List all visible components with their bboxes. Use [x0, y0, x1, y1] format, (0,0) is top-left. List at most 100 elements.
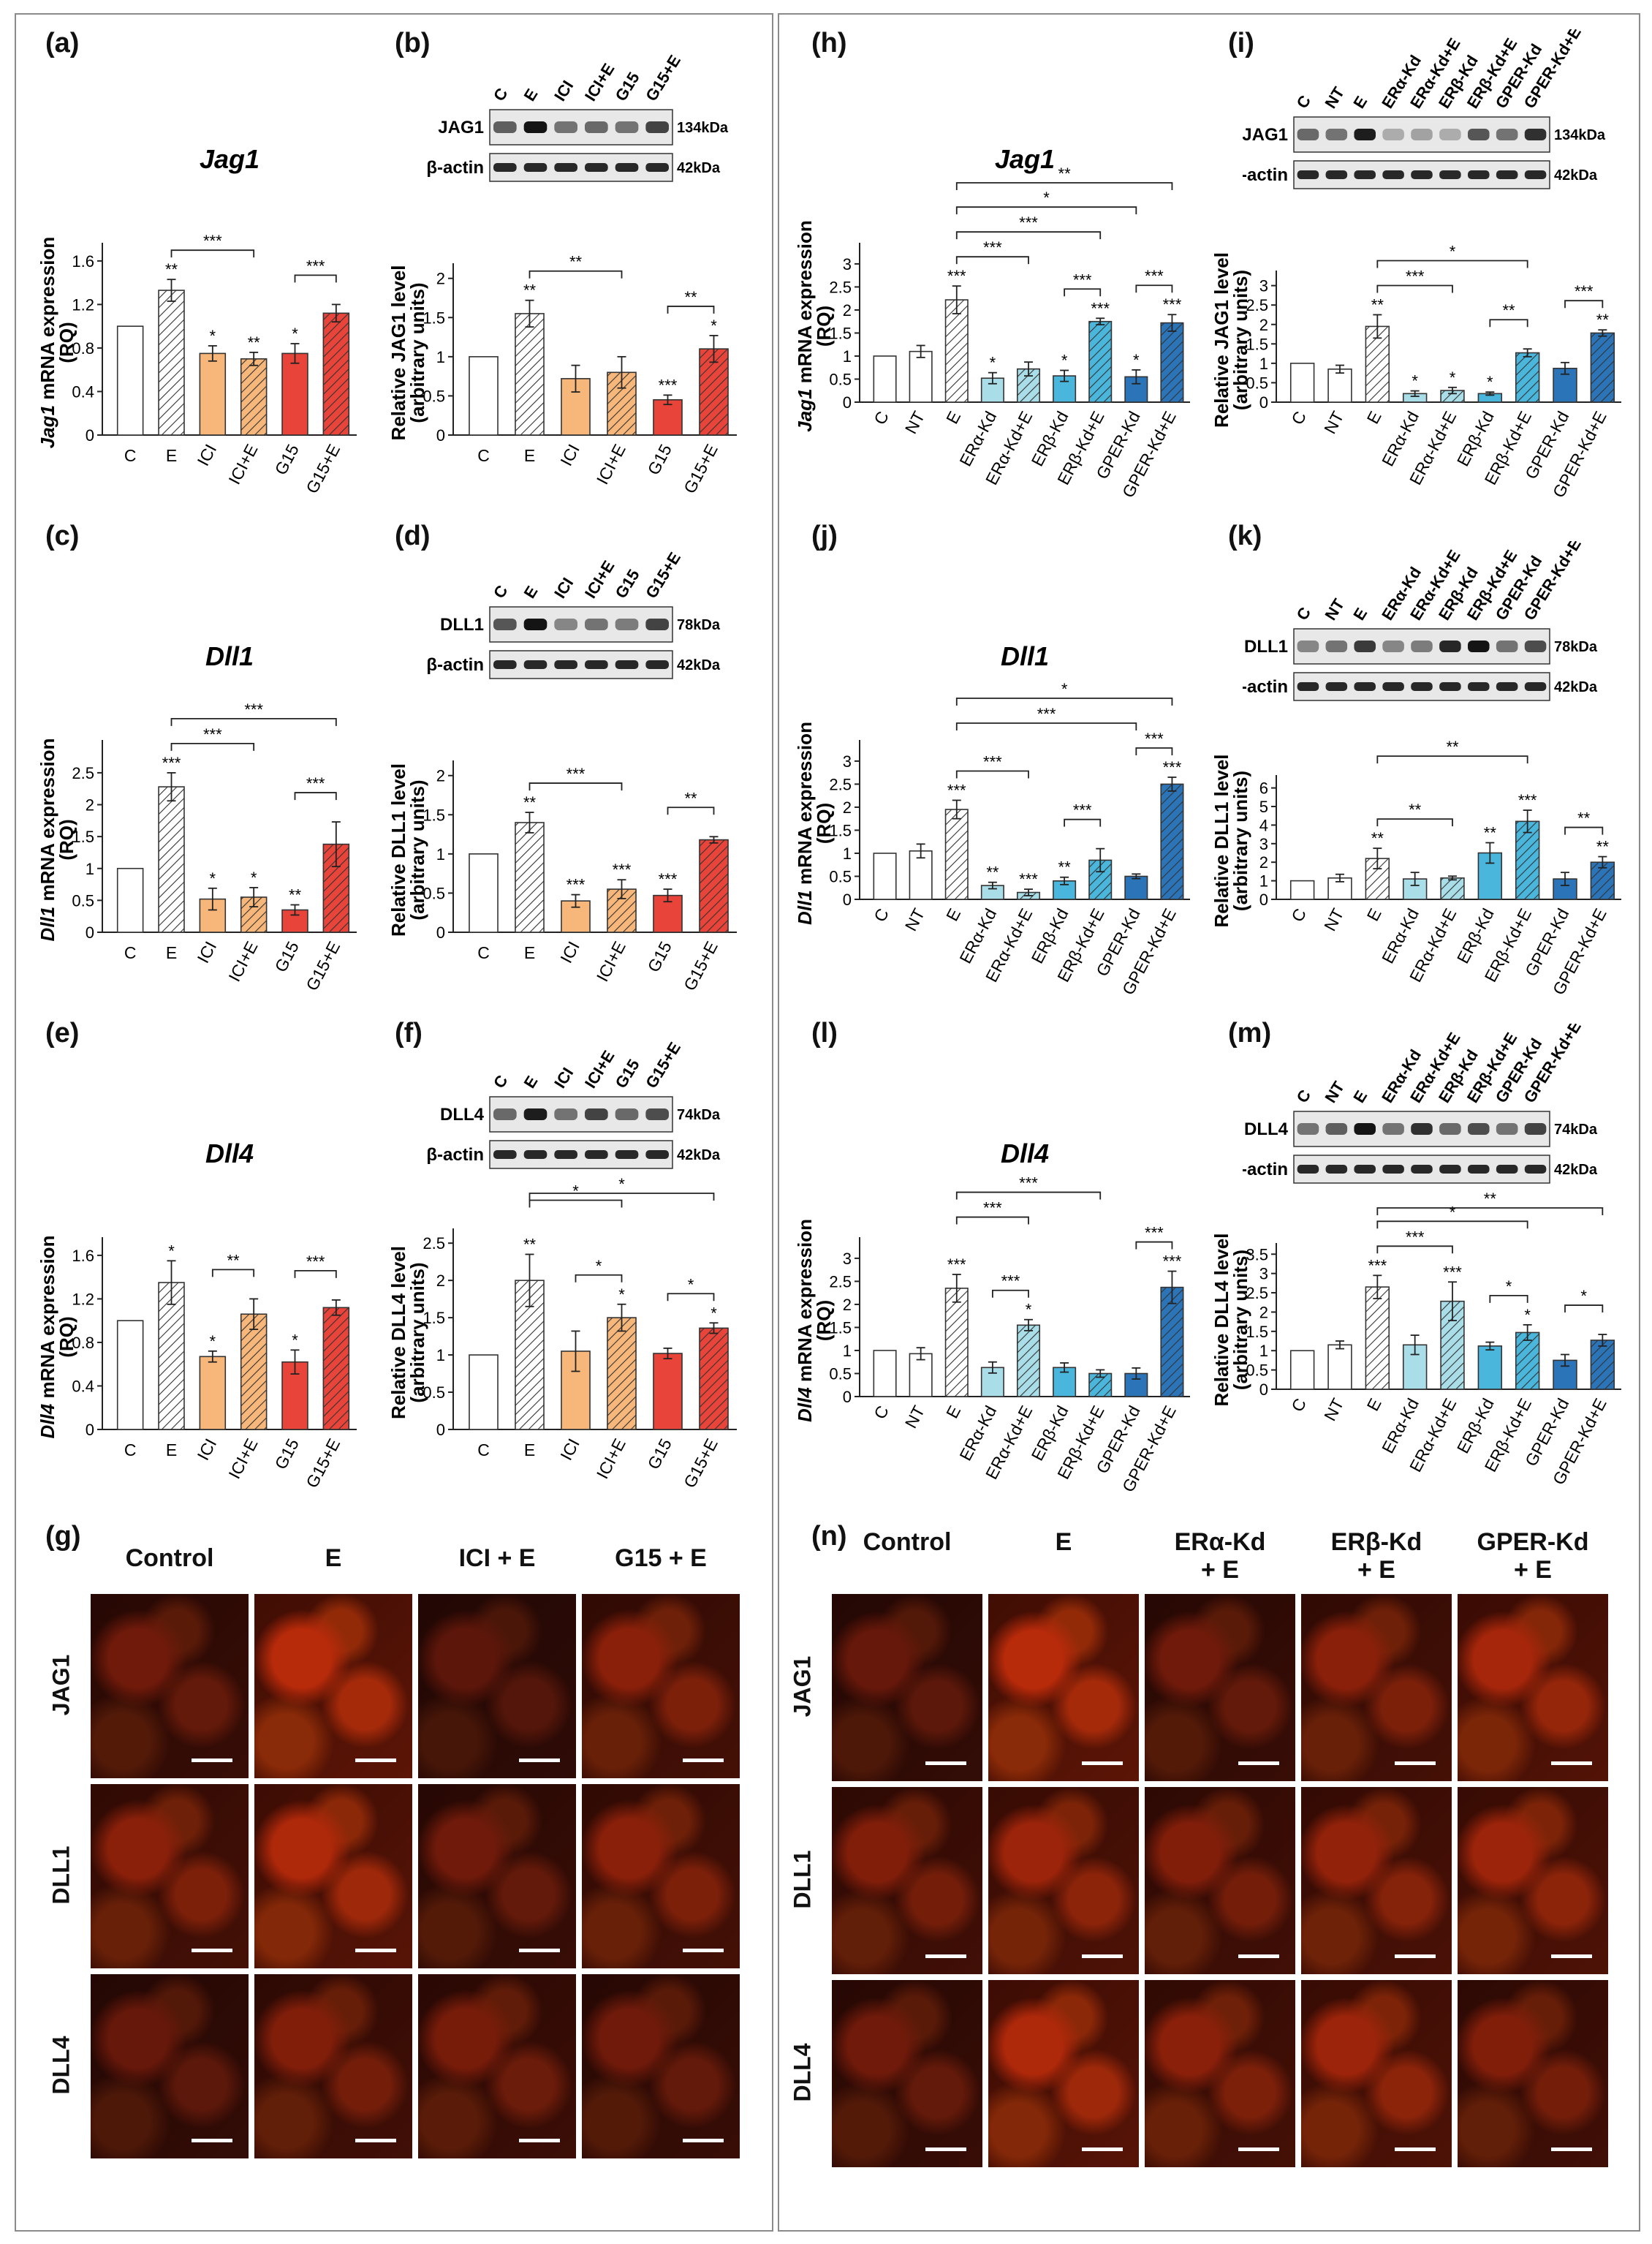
- significance-bracket: [1064, 818, 1102, 827]
- y-axis-label: Relative DLL1 level: [387, 763, 409, 937]
- blot-actin-label: β-actin: [426, 655, 484, 675]
- blot-actin-label: β-actin: [426, 158, 484, 178]
- bar: [158, 290, 185, 436]
- bar: [116, 1320, 144, 1430]
- scale-bar: [1551, 1954, 1592, 1958]
- micro-row-header: DLL4: [48, 2036, 75, 2095]
- x-tick-label: ICI: [556, 441, 583, 469]
- blot-lane-label: E: [520, 583, 542, 602]
- x-tick-label: E: [1363, 905, 1385, 924]
- blot-band: [1439, 129, 1461, 140]
- y-tick-label: 1.6: [72, 252, 94, 271]
- y-tick-label: 0.5: [423, 387, 445, 405]
- micro-row-header: DLL1: [789, 1850, 816, 1909]
- x-tick-label: C: [1287, 408, 1310, 428]
- blot-band: [1496, 1123, 1518, 1135]
- bracket-label: ***: [983, 1199, 1002, 1217]
- blot-actin-label: β-actin: [1243, 1160, 1288, 1179]
- x-tick-label: C: [1287, 905, 1310, 925]
- x-tick-label: NT: [901, 905, 928, 934]
- blot-lane-label: ICI: [550, 1065, 577, 1092]
- micrograph-tile: [418, 1594, 576, 1778]
- bar: [909, 1353, 933, 1397]
- blot-target-label: JAG1: [1243, 125, 1288, 145]
- bracket-label: **: [227, 1251, 240, 1269]
- actin-band: [585, 1150, 608, 1159]
- blot-band: [1411, 129, 1433, 140]
- significance-bracket: [667, 1293, 715, 1302]
- bracket-label: *: [1061, 680, 1068, 698]
- y-axis-label: Relative DLL1 level: [1210, 755, 1232, 928]
- y-tick-label: 0.5: [829, 370, 852, 388]
- panel-label-l: (l): [811, 1018, 838, 1049]
- y-axis-label: Dll1 mRNA expression: [37, 738, 58, 942]
- bar: [1440, 877, 1465, 900]
- significance-bracket: [1135, 284, 1173, 293]
- y-tick-label: 0.4: [72, 1377, 94, 1395]
- significance-bracket: [955, 182, 1173, 190]
- y-tick-label: 2: [1259, 1303, 1268, 1321]
- y-tick-label: 0.4: [72, 382, 94, 401]
- actin-band: [1382, 1165, 1404, 1174]
- actin-band: [1411, 1165, 1433, 1174]
- y-axis-label-rest: mRNA expression: [37, 738, 58, 907]
- scale-bar: [519, 1949, 560, 1952]
- y-tick-label: 1.5: [1246, 1323, 1268, 1341]
- bracket-label: ***: [1145, 267, 1164, 285]
- y-axis-label-units: (RQ): [813, 1300, 835, 1341]
- y-tick-label: 2: [86, 796, 94, 815]
- x-tick-label: NT: [901, 408, 928, 437]
- y-tick-label: 0: [1259, 1380, 1268, 1399]
- significance-bracket: [1376, 1220, 1528, 1229]
- y-tick-label: 0: [1259, 891, 1268, 909]
- y-tick-label: 1.5: [829, 1318, 852, 1337]
- bracket-label: **: [1446, 738, 1459, 756]
- bar: [322, 312, 350, 436]
- micrograph-tile: [988, 1594, 1139, 1781]
- y-tick-label: 4: [1259, 816, 1268, 834]
- significance-bracket: [1564, 300, 1604, 309]
- blot-lane-label: E: [520, 86, 542, 105]
- bar: [240, 1313, 268, 1430]
- micrograph-tile: [1301, 1980, 1452, 2167]
- x-tick-label: G15+E: [302, 1435, 344, 1491]
- micrograph-tile: [1458, 1980, 1608, 2167]
- bracket-label: ***: [244, 700, 263, 719]
- blot-band: [1297, 1123, 1319, 1135]
- micrograph-tile: [254, 1974, 412, 2158]
- bar: [607, 888, 637, 933]
- bar: [653, 1353, 683, 1430]
- actin-band: [1354, 170, 1376, 179]
- y-tick-label: 0: [843, 1388, 852, 1406]
- y-tick-label: 3: [1259, 835, 1268, 853]
- blot-band: [554, 121, 577, 133]
- bar: [699, 1327, 729, 1430]
- blot-band: [1496, 641, 1518, 652]
- blot-band: [493, 121, 517, 133]
- scale-bar: [683, 1949, 724, 1952]
- y-tick-label: 5: [1259, 798, 1268, 816]
- actin-band: [645, 660, 669, 669]
- y-tick-label: 2: [843, 301, 852, 320]
- bracket-label: ***: [306, 257, 325, 275]
- micro-row-header: DLL4: [789, 2043, 816, 2102]
- bracket-label: ***: [1073, 271, 1092, 289]
- significance-label: **: [523, 282, 537, 300]
- panel-label-i: (i): [1228, 28, 1254, 58]
- y-tick-label: 2: [1259, 853, 1268, 872]
- blot-lane-label: G15+E: [642, 549, 684, 602]
- actin-band: [1439, 682, 1461, 691]
- y-axis-label-italic: Dll1: [37, 907, 58, 942]
- scale-bar: [519, 1758, 560, 1762]
- y-axis-label-italic: Dll4: [37, 1403, 58, 1438]
- significance-bracket: [528, 782, 623, 791]
- x-tick-label: G15: [644, 938, 675, 975]
- bar: [944, 1288, 969, 1397]
- micrograph-tile: [1301, 1594, 1452, 1781]
- significance-label: ***: [659, 376, 678, 394]
- chart-title: Dll4: [1001, 1138, 1049, 1168]
- scale-bar: [192, 2139, 232, 2142]
- chart-title: Jag1: [995, 144, 1055, 174]
- chart-d-dll1-protein: Relative DLL1 level(arbitrary units) 0 0.5…: [387, 760, 737, 994]
- actin-band: [493, 163, 517, 172]
